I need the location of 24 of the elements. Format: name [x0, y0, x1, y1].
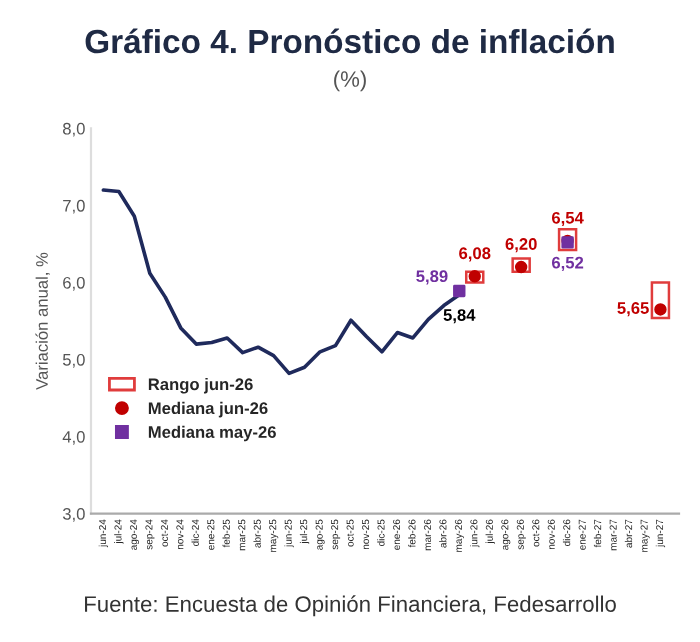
- y-tick-label: 4,0: [62, 430, 85, 445]
- y-tick-label: 8,0: [63, 122, 85, 137]
- data-label: 6,08: [459, 247, 491, 262]
- bar: [557, 228, 578, 252]
- y-tick-label: 6,0: [63, 276, 85, 291]
- legend-label: Mediana jun-26: [148, 401, 268, 418]
- chart-subtitle: (%): [334, 70, 366, 92]
- data-label: 6,20: [505, 238, 537, 253]
- y-tick-label: 7,0: [63, 199, 85, 214]
- point: [654, 303, 667, 316]
- source-note: Fuente: Encuesta de Opinión Financiera, Fedesarrollo: [85, 595, 616, 617]
- legend-label: Mediana may-26: [148, 425, 276, 442]
- data-label: 5,65: [617, 302, 649, 317]
- data-label: 6,54: [551, 211, 584, 227]
- data-label: 6,52: [551, 256, 584, 271]
- data-label: 5,84: [443, 309, 476, 324]
- y-tick-label: 3,0: [62, 508, 85, 522]
- point: [453, 284, 466, 298]
- chart-title: Gráfico 4. Pronóstico de inflación: [85, 28, 614, 54]
- bar: [650, 281, 671, 320]
- y-tick-label: 5,0: [62, 353, 85, 368]
- legend-label: Rango jun-26: [148, 377, 253, 394]
- y-axis-title: Variación anual, %: [35, 252, 50, 390]
- data-label: 5,89: [416, 270, 448, 285]
